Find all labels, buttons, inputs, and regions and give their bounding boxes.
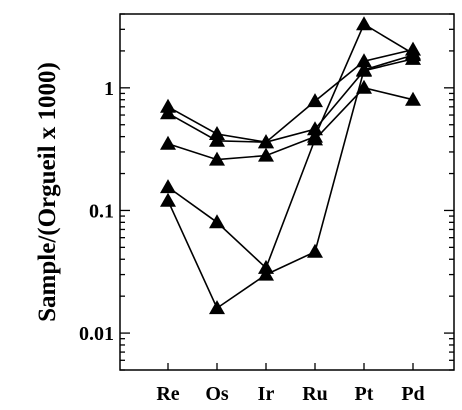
x-tick-label: Ru xyxy=(302,383,328,405)
data-point-marker xyxy=(356,53,372,68)
y-axis-title: Sample/(Orgueil x 1000) xyxy=(34,62,61,322)
x-tick-label: Pt xyxy=(355,383,374,405)
data-point-marker xyxy=(307,93,323,108)
series-line-1 xyxy=(167,48,414,144)
y-axis-ticks: 0.01 0.1 1 xyxy=(79,13,454,371)
series-line-4 xyxy=(167,86,414,270)
data-point-marker xyxy=(258,147,274,162)
series-group xyxy=(160,16,421,315)
data-point-marker xyxy=(356,61,372,76)
series-line-3 xyxy=(167,23,414,161)
data-point-marker xyxy=(209,300,225,315)
data-point-marker xyxy=(209,151,225,166)
data-point-marker xyxy=(209,214,225,229)
data-point-marker xyxy=(258,266,274,281)
y-tick-label: 0.1 xyxy=(89,200,114,222)
plot-frame xyxy=(119,13,455,371)
x-tick-label: Os xyxy=(205,383,229,405)
data-point-marker xyxy=(160,135,176,150)
data-point-marker xyxy=(307,243,323,258)
data-point-marker xyxy=(307,121,323,136)
series-line-5 xyxy=(167,54,414,310)
x-tick-label: Pd xyxy=(401,383,424,405)
data-point-marker xyxy=(405,91,421,106)
data-point-marker xyxy=(307,131,323,146)
y-tick-label: 0.01 xyxy=(79,323,114,345)
data-point-marker xyxy=(209,132,225,147)
data-point-marker xyxy=(258,134,274,149)
data-point-marker xyxy=(405,47,421,62)
data-point-marker xyxy=(356,79,372,94)
data-point-marker xyxy=(160,105,176,120)
data-point-marker xyxy=(160,192,176,207)
x-tick-label: Re xyxy=(156,383,179,405)
y-tick-label: 1 xyxy=(104,78,114,100)
series-line-2 xyxy=(167,58,414,144)
x-axis-ticks: Re Os Ir Ru Pt Pd xyxy=(156,363,425,405)
data-point-marker xyxy=(160,179,176,194)
x-tick-label: Ir xyxy=(258,383,275,405)
data-point-marker xyxy=(356,16,372,31)
